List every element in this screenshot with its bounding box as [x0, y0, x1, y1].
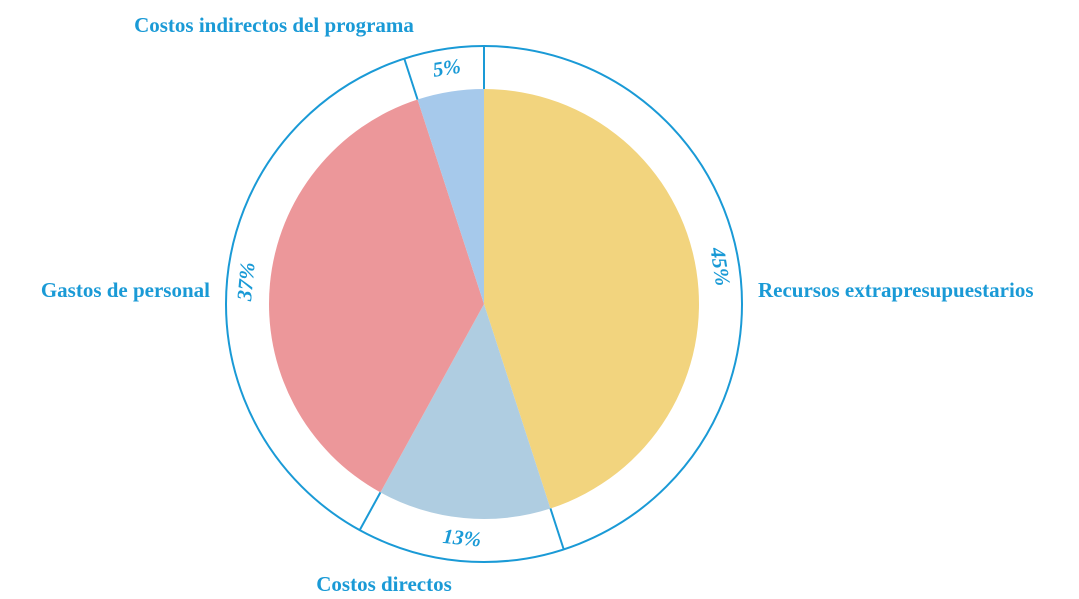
pie-slice	[269, 99, 484, 493]
category-label: Recursos extrapresupuestarios	[758, 278, 1034, 302]
value-label: 37%	[232, 261, 260, 303]
pie-slice	[380, 304, 551, 520]
slice-divider	[549, 508, 565, 550]
slice-divider	[403, 58, 419, 100]
slice-divider	[358, 491, 382, 531]
category-label: Costos directos	[316, 572, 452, 596]
value-label: 13%	[442, 524, 483, 552]
category-label: Costos indirectos del programa	[134, 13, 414, 37]
pie-slice	[417, 89, 484, 304]
pie-slice	[484, 89, 699, 509]
value-label: 5%	[431, 54, 462, 82]
category-label: Gastos de personal	[41, 278, 210, 302]
value-label: 45%	[705, 245, 735, 288]
